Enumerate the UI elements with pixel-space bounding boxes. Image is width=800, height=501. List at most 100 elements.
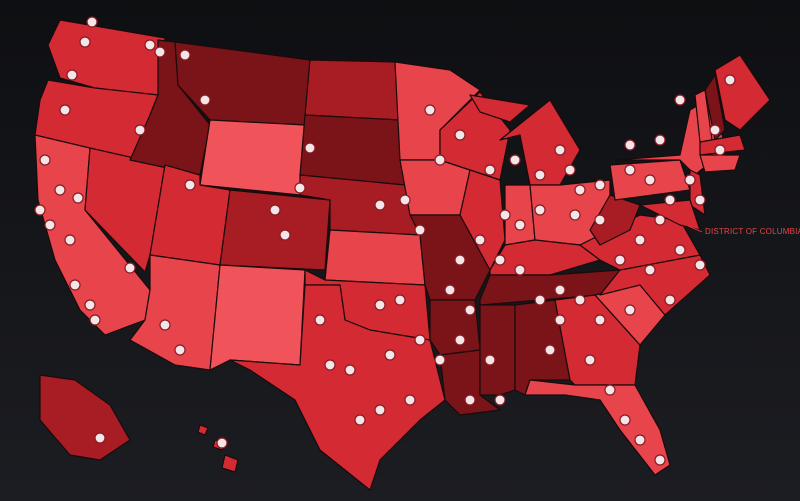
location-dot	[624, 304, 636, 316]
state	[304, 59, 401, 121]
state	[39, 374, 131, 461]
state	[639, 199, 701, 231]
location-dot	[94, 432, 106, 444]
locations	[34, 16, 736, 466]
location-dot	[499, 209, 511, 221]
location-dot	[604, 384, 616, 396]
location-dot	[84, 299, 96, 311]
location-dot	[714, 144, 726, 156]
location-dot	[534, 294, 546, 306]
location-dot	[159, 319, 171, 331]
location-dot	[664, 294, 676, 306]
location-dot	[654, 454, 666, 466]
location-dot	[584, 354, 596, 366]
location-dot	[154, 46, 166, 58]
location-dot	[634, 234, 646, 246]
location-dot	[614, 254, 626, 266]
location-dot	[624, 164, 636, 176]
location-dot	[484, 164, 496, 176]
location-dot	[86, 16, 98, 28]
location-dot	[414, 334, 426, 346]
location-dot	[199, 94, 211, 106]
state	[714, 54, 771, 131]
state	[479, 304, 516, 396]
location-dot	[324, 359, 336, 371]
location-dot	[554, 284, 566, 296]
location-dot	[399, 194, 411, 206]
location-dot	[34, 204, 46, 216]
location-dot	[514, 264, 526, 276]
location-dot	[664, 194, 676, 206]
location-dot	[294, 182, 306, 194]
location-dot	[554, 314, 566, 326]
state	[197, 424, 209, 436]
location-dot	[454, 129, 466, 141]
location-dot	[59, 104, 71, 116]
location-dot	[434, 354, 446, 366]
location-dot	[709, 124, 721, 136]
location-dot	[374, 404, 386, 416]
location-dot	[174, 344, 186, 356]
state	[221, 454, 239, 473]
location-dot	[634, 434, 646, 446]
location-dot	[454, 334, 466, 346]
location-dot	[184, 179, 196, 191]
location-dot	[654, 214, 666, 226]
location-dot	[434, 154, 446, 166]
state	[589, 194, 641, 246]
location-dot	[564, 164, 576, 176]
location-dot	[89, 314, 101, 326]
state	[524, 379, 671, 476]
location-dot	[134, 124, 146, 136]
location-dot	[69, 279, 81, 291]
state	[219, 189, 331, 271]
location-dot	[494, 254, 506, 266]
location-dot	[694, 194, 706, 206]
location-dot	[594, 179, 606, 191]
location-dot	[619, 414, 631, 426]
location-dot	[464, 304, 476, 316]
location-dot	[574, 294, 586, 306]
location-dot	[674, 94, 686, 106]
location-dot	[444, 284, 456, 296]
location-dot	[644, 264, 656, 276]
location-dot	[384, 349, 396, 361]
location-dot	[694, 259, 706, 271]
location-dot	[574, 184, 586, 196]
location-dot	[454, 254, 466, 266]
state	[699, 154, 741, 173]
location-dot	[414, 224, 426, 236]
location-dot	[684, 174, 696, 186]
dc-leader-line	[687, 225, 703, 233]
location-dot	[72, 192, 84, 204]
location-dot	[64, 234, 76, 246]
state	[229, 284, 446, 491]
location-dot	[544, 344, 556, 356]
location-dot	[404, 394, 416, 406]
location-dot	[474, 234, 486, 246]
location-dot	[374, 199, 386, 211]
location-dot	[554, 144, 566, 156]
location-dot	[484, 354, 496, 366]
location-dot	[304, 142, 316, 154]
state	[399, 159, 471, 216]
location-dot	[724, 74, 736, 86]
location-dot	[44, 219, 56, 231]
location-dot	[144, 39, 156, 51]
location-dot	[279, 229, 291, 241]
location-dot	[394, 294, 406, 306]
location-dot	[534, 169, 546, 181]
states	[34, 19, 771, 491]
location-dot	[654, 134, 666, 146]
location-dot	[374, 299, 386, 311]
location-dot	[54, 184, 66, 196]
state	[209, 264, 306, 371]
location-dot	[179, 49, 191, 61]
location-dot	[314, 314, 326, 326]
state	[469, 94, 531, 123]
location-dot	[66, 69, 78, 81]
location-dot	[514, 219, 526, 231]
location-dot	[674, 244, 686, 256]
state	[704, 74, 726, 141]
